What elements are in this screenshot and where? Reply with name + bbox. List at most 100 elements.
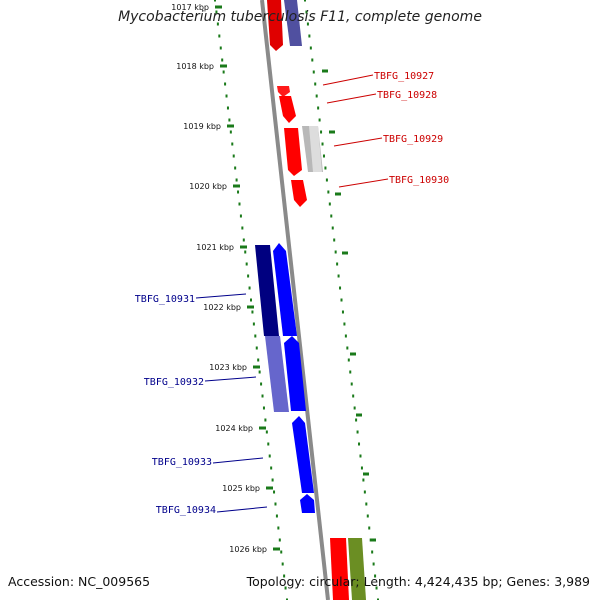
kbp-tick (342, 251, 348, 255)
tick-dot (274, 502, 277, 506)
tick-dot (245, 262, 248, 266)
kbp-label: 1026 kbp (229, 545, 267, 554)
tick-dot (275, 514, 278, 518)
tick-dot (250, 298, 252, 302)
tick-dot (219, 46, 222, 50)
gene-block-forward (292, 416, 314, 493)
kbp-tick (356, 413, 362, 417)
tick-dot (222, 70, 225, 74)
tick-dot (242, 238, 245, 242)
tick-dot (273, 490, 276, 494)
tick-dot (355, 418, 358, 422)
tick-dot (226, 106, 229, 110)
tick-dot (215, 10, 218, 14)
kbp-label: 1017 kbp (171, 3, 209, 12)
gene-block-reverse (277, 86, 290, 97)
tick-dot (258, 370, 261, 374)
gene-block-reverse (291, 180, 307, 207)
tick-dot (228, 118, 231, 122)
gene-block-pale (265, 336, 289, 412)
tick-dot (337, 274, 340, 278)
gene-leader-line (322, 74, 374, 86)
tick-dot (255, 346, 258, 350)
tick-dot (278, 538, 281, 542)
tick-dot (261, 394, 264, 398)
tick-dot (271, 478, 274, 482)
tick-dot (352, 394, 355, 398)
tick-dot (277, 526, 280, 530)
kbp-label: 1023 kbp (209, 363, 247, 372)
kbp-tick (259, 426, 266, 430)
gene-label: TBFG_10931 (135, 294, 195, 305)
kbp-tick (329, 130, 335, 134)
kbp-tick (233, 184, 240, 188)
gene-leaders: TBFG_10927 TBFG_10928 TBFG_10929 TBFG_10930… (135, 71, 449, 516)
tick-dot (247, 274, 250, 278)
tick-dot (311, 58, 314, 62)
gene-label: TBFG_10933 (152, 457, 212, 468)
tick-dot (368, 526, 371, 530)
gene-leader-line (333, 137, 383, 147)
tick-dot (284, 586, 287, 590)
accession-text: Accession: NC_009565 (8, 574, 151, 589)
gene-block-dark (255, 245, 279, 336)
tick-dot (251, 310, 254, 314)
tick-dot (321, 142, 324, 146)
kbp-label: 1018 kbp (176, 62, 214, 71)
gene-label: TBFG_10934 (156, 505, 216, 516)
gene-block-forward (300, 494, 315, 513)
tick-dot (339, 286, 342, 290)
tick-dot (224, 82, 227, 86)
tick-dot (244, 250, 247, 254)
tick-dot (318, 118, 321, 122)
gene-label: TBFG_10928 (377, 90, 437, 101)
topology-text: Topology: circular; Length: 4,424,435 bp… (246, 574, 590, 589)
tick-dot (237, 190, 240, 194)
tick-dot (267, 442, 270, 446)
kbp-tick (266, 486, 273, 490)
gene-block-gray (309, 126, 322, 172)
gene-block-reverse (279, 96, 296, 123)
tick-dot (366, 514, 369, 518)
tick-dot (371, 550, 374, 554)
gene-label: TBFG_10927 (374, 71, 434, 82)
gene-block-reverse (284, 128, 302, 176)
tick-dot (248, 286, 251, 290)
tick-dot (232, 154, 235, 158)
gene-leader-line (338, 178, 389, 188)
tick-dot (306, 22, 309, 26)
gene-block-forward (284, 336, 306, 411)
tick-dots (214, 0, 379, 600)
tick-dot (214, 0, 216, 2)
kbp-tick (363, 472, 369, 476)
kbp-tick (350, 352, 356, 356)
kbp-label: 1024 kbp (215, 424, 253, 433)
tick-dot (218, 34, 221, 38)
kbp-tick (322, 69, 328, 73)
tick-dot (262, 406, 265, 410)
tick-dot (325, 178, 328, 182)
tick-dot (347, 358, 350, 362)
kbp-tick (253, 365, 260, 369)
tick-dot (238, 202, 241, 206)
tick-dot (336, 262, 339, 266)
kbp-tick (227, 124, 234, 128)
tick-dot (324, 166, 327, 170)
tick-dot (309, 46, 312, 50)
tick-dot (362, 478, 365, 482)
tick-dot (358, 442, 361, 446)
tick-dot (363, 490, 366, 494)
kbp-tick (335, 192, 341, 196)
tick-dot (328, 202, 331, 206)
tick-dot (260, 382, 263, 386)
tick-dot (264, 418, 267, 422)
tick-dot (360, 466, 363, 470)
tick-dot (283, 574, 286, 578)
tick-dot (231, 142, 234, 146)
tick-dot (312, 70, 315, 74)
tick-dot (343, 322, 346, 326)
tick-dot (254, 334, 257, 338)
tick-dot (372, 562, 375, 566)
kbp-tick (215, 5, 222, 9)
